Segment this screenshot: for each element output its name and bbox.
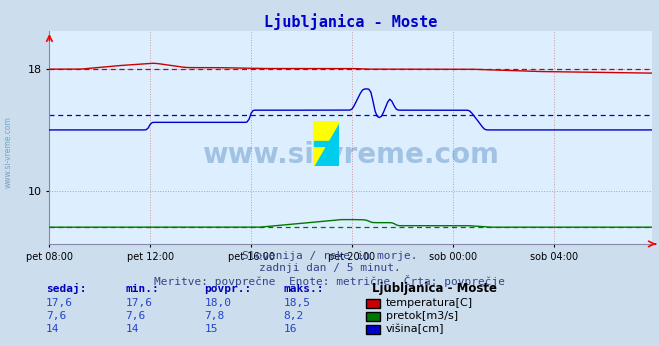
Text: 17,6: 17,6	[125, 298, 152, 308]
Text: višina[cm]: višina[cm]	[386, 324, 444, 334]
Polygon shape	[314, 141, 338, 146]
Text: Ljubljanica - Moste: Ljubljanica - Moste	[372, 282, 498, 295]
Text: 17,6: 17,6	[46, 298, 73, 308]
Text: pretok[m3/s]: pretok[m3/s]	[386, 311, 457, 321]
Text: povpr.:: povpr.:	[204, 284, 252, 294]
Text: min.:: min.:	[125, 284, 159, 294]
Text: maks.:: maks.:	[283, 284, 324, 294]
Text: 7,6: 7,6	[125, 311, 146, 321]
Text: www.si-vreme.com: www.si-vreme.com	[3, 116, 13, 188]
Text: zadnji dan / 5 minut.: zadnji dan / 5 minut.	[258, 263, 401, 273]
Bar	[313, 144, 326, 166]
Text: 7,8: 7,8	[204, 311, 225, 321]
Bar	[326, 121, 339, 144]
Text: 14: 14	[46, 324, 59, 334]
Title: Ljubljanica - Moste: Ljubljanica - Moste	[264, 13, 438, 30]
Text: Slovenija / reke in morje.: Slovenija / reke in morje.	[242, 251, 417, 261]
Text: 8,2: 8,2	[283, 311, 304, 321]
Text: sedaj:: sedaj:	[46, 283, 86, 294]
Text: 14: 14	[125, 324, 138, 334]
Text: 18,0: 18,0	[204, 298, 231, 308]
Text: Meritve: povprečne  Enote: metrične  Črta: povprečje: Meritve: povprečne Enote: metrične Črta:…	[154, 275, 505, 287]
Text: 15: 15	[204, 324, 217, 334]
Polygon shape	[313, 121, 339, 166]
Polygon shape	[313, 121, 339, 166]
Text: 7,6: 7,6	[46, 311, 67, 321]
Text: 18,5: 18,5	[283, 298, 310, 308]
Text: 16: 16	[283, 324, 297, 334]
Bar	[326, 144, 339, 166]
Text: temperatura[C]: temperatura[C]	[386, 298, 473, 308]
Bar	[313, 121, 326, 144]
Text: www.si-vreme.com: www.si-vreme.com	[202, 140, 500, 169]
